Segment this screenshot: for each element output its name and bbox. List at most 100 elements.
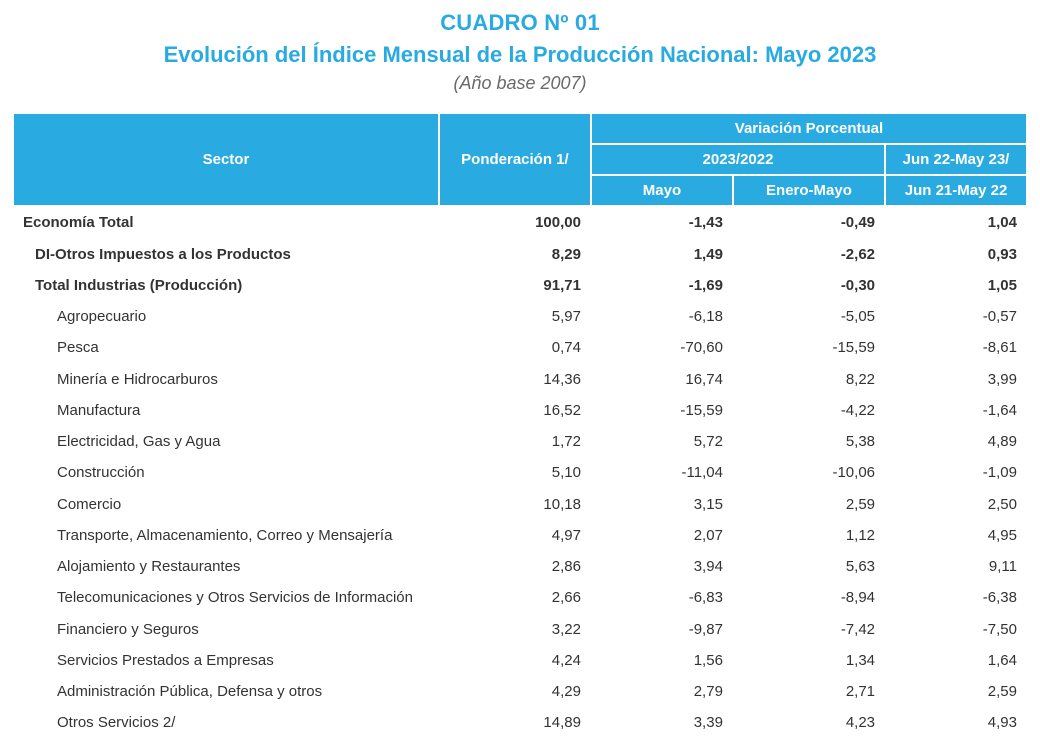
cell-mayo: 3,15 — [591, 489, 733, 520]
cell-sector: Transporte, Almacenamiento, Correo y Men… — [13, 520, 439, 551]
cell-mayo: 1,56 — [591, 645, 733, 676]
cell-sector: Telecomunicaciones y Otros Servicios de … — [13, 582, 439, 613]
cell-ponderacion: 0,74 — [439, 332, 591, 363]
cell-sector: Electricidad, Gas y Agua — [13, 426, 439, 457]
cell-enero-mayo: -0,49 — [733, 206, 885, 238]
cell-jun: 1,64 — [885, 645, 1027, 676]
cell-mayo: -15,59 — [591, 395, 733, 426]
cell-ponderacion: 2,66 — [439, 582, 591, 613]
table-row: Comercio10,183,152,592,50 — [13, 489, 1027, 520]
cell-enero-mayo: 4,23 — [733, 707, 885, 738]
cell-sector: Economía Total — [13, 206, 439, 238]
cell-jun: -8,61 — [885, 332, 1027, 363]
cell-sector: Servicios Prestados a Empresas — [13, 645, 439, 676]
cell-ponderacion: 4,24 — [439, 645, 591, 676]
cell-ponderacion: 14,36 — [439, 364, 591, 395]
cell-enero-mayo: -2,62 — [733, 239, 885, 270]
cell-mayo: -9,87 — [591, 614, 733, 645]
cell-mayo: 3,94 — [591, 551, 733, 582]
cell-jun: 1,05 — [885, 270, 1027, 301]
col-variacion: Variación Porcentual — [591, 113, 1027, 144]
cell-jun: 0,93 — [885, 239, 1027, 270]
col-enero-mayo: Enero-Mayo — [733, 175, 885, 206]
cell-mayo: 16,74 — [591, 364, 733, 395]
table-row: Administración Pública, Defensa y otros4… — [13, 676, 1027, 707]
production-table: Sector Ponderación 1/ Variación Porcentu… — [12, 112, 1028, 738]
cell-sector: Comercio — [13, 489, 439, 520]
cell-enero-mayo: 2,71 — [733, 676, 885, 707]
cell-ponderacion: 100,00 — [439, 206, 591, 238]
cell-ponderacion: 5,97 — [439, 301, 591, 332]
cell-mayo: 2,79 — [591, 676, 733, 707]
cell-ponderacion: 1,72 — [439, 426, 591, 457]
cell-mayo: -70,60 — [591, 332, 733, 363]
table-row: Electricidad, Gas y Agua1,725,725,384,89 — [13, 426, 1027, 457]
col-ponderacion: Ponderación 1/ — [439, 113, 591, 206]
cell-ponderacion: 10,18 — [439, 489, 591, 520]
cell-ponderacion: 4,97 — [439, 520, 591, 551]
table-row: Manufactura16,52-15,59-4,22-1,64 — [13, 395, 1027, 426]
cell-sector: Agropecuario — [13, 301, 439, 332]
cell-sector: Otros Servicios 2/ — [13, 707, 439, 738]
cell-jun: -1,09 — [885, 457, 1027, 488]
col-sector: Sector — [13, 113, 439, 206]
cell-enero-mayo: -4,22 — [733, 395, 885, 426]
cell-sector: Minería e Hidrocarburos — [13, 364, 439, 395]
cell-jun: 9,11 — [885, 551, 1027, 582]
cell-mayo: -6,18 — [591, 301, 733, 332]
cell-mayo: -6,83 — [591, 582, 733, 613]
cell-enero-mayo: 8,22 — [733, 364, 885, 395]
cell-enero-mayo: -7,42 — [733, 614, 885, 645]
cell-enero-mayo: -0,30 — [733, 270, 885, 301]
table-row: Servicios Prestados a Empresas4,241,561,… — [13, 645, 1027, 676]
cell-ponderacion: 3,22 — [439, 614, 591, 645]
title-base-year: (Año base 2007) — [12, 73, 1028, 94]
col-periodo: 2023/2022 — [591, 144, 885, 175]
table-row: Alojamiento y Restaurantes2,863,945,639,… — [13, 551, 1027, 582]
cell-sector: Alojamiento y Restaurantes — [13, 551, 439, 582]
cell-jun: 4,95 — [885, 520, 1027, 551]
cell-ponderacion: 2,86 — [439, 551, 591, 582]
cell-mayo: 5,72 — [591, 426, 733, 457]
cell-jun: -6,38 — [885, 582, 1027, 613]
table-row: Financiero y Seguros3,22-9,87-7,42-7,50 — [13, 614, 1027, 645]
cell-jun: -0,57 — [885, 301, 1027, 332]
cell-jun: 2,50 — [885, 489, 1027, 520]
cell-enero-mayo: 1,12 — [733, 520, 885, 551]
cell-mayo: 2,07 — [591, 520, 733, 551]
cell-ponderacion: 91,71 — [439, 270, 591, 301]
table-body: Economía Total100,00-1,43-0,491,04DI-Otr… — [13, 206, 1027, 738]
table-row: Minería e Hidrocarburos14,3616,748,223,9… — [13, 364, 1027, 395]
title-cuadro: CUADRO Nº 01 — [12, 8, 1028, 38]
cell-jun: 4,89 — [885, 426, 1027, 457]
col-mayo: Mayo — [591, 175, 733, 206]
table-header: Sector Ponderación 1/ Variación Porcentu… — [13, 113, 1027, 206]
cell-ponderacion: 14,89 — [439, 707, 591, 738]
cell-ponderacion: 16,52 — [439, 395, 591, 426]
cell-jun: -7,50 — [885, 614, 1027, 645]
col-jun-line2: Jun 21-May 22 — [885, 175, 1027, 206]
cell-mayo: -11,04 — [591, 457, 733, 488]
cell-enero-mayo: 2,59 — [733, 489, 885, 520]
cell-jun: -1,64 — [885, 395, 1027, 426]
cell-ponderacion: 8,29 — [439, 239, 591, 270]
cell-enero-mayo: 1,34 — [733, 645, 885, 676]
cell-sector: Financiero y Seguros — [13, 614, 439, 645]
table-row: Construcción5,10-11,04-10,06-1,09 — [13, 457, 1027, 488]
table-row: Pesca0,74-70,60-15,59-8,61 — [13, 332, 1027, 363]
cell-sector: Pesca — [13, 332, 439, 363]
table-row: Agropecuario5,97-6,18-5,05-0,57 — [13, 301, 1027, 332]
col-jun-line1: Jun 22-May 23/ — [885, 144, 1027, 175]
cell-jun: 2,59 — [885, 676, 1027, 707]
table-row: Economía Total100,00-1,43-0,491,04 — [13, 206, 1027, 238]
table-row: Telecomunicaciones y Otros Servicios de … — [13, 582, 1027, 613]
title-main: Evolución del Índice Mensual de la Produ… — [12, 40, 1028, 70]
cell-enero-mayo: -10,06 — [733, 457, 885, 488]
cell-jun: 3,99 — [885, 364, 1027, 395]
cell-mayo: 1,49 — [591, 239, 733, 270]
cell-jun: 4,93 — [885, 707, 1027, 738]
cell-sector: Total Industrias (Producción) — [13, 270, 439, 301]
table-row: Otros Servicios 2/14,893,394,234,93 — [13, 707, 1027, 738]
table-row: Total Industrias (Producción)91,71-1,69-… — [13, 270, 1027, 301]
cell-sector: Construcción — [13, 457, 439, 488]
